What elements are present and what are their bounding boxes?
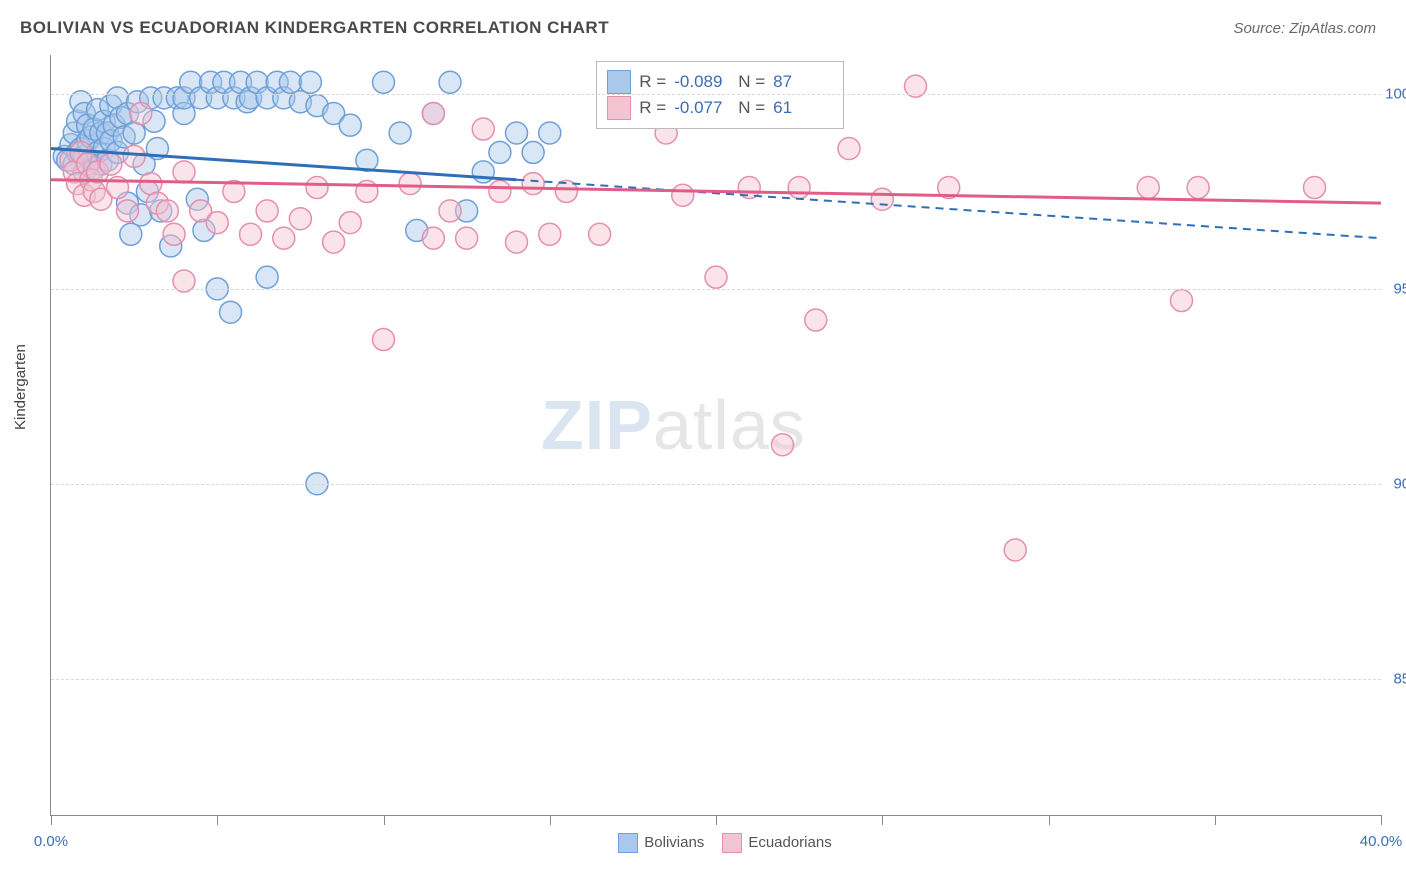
data-point [1187,177,1209,199]
data-point [472,161,494,183]
data-point [838,138,860,160]
x-tick [384,815,385,825]
legend-r-label: R = [639,98,666,118]
data-point [788,177,810,199]
legend-swatch [618,833,638,853]
data-point [220,301,242,323]
legend-n-value: 87 [773,72,829,92]
data-point [339,114,361,136]
x-tick-label: 40.0% [1360,833,1403,850]
data-point [1004,539,1026,561]
data-point [522,141,544,163]
data-point [672,184,694,206]
data-point [339,212,361,234]
data-point [256,266,278,288]
x-tick [550,815,551,825]
y-axis-label: Kindergarten [12,344,29,430]
gridline [51,484,1381,485]
data-point [299,71,321,93]
series-legend: Bolivians Ecuadorians [51,833,1381,853]
data-point [256,200,278,222]
legend-n-label: N = [738,72,765,92]
data-point [373,329,395,351]
data-point [439,71,461,93]
y-tick-label: 100.0% [1385,85,1406,102]
data-point [116,200,138,222]
legend-n-value: 61 [773,98,829,118]
legend-r-value: -0.077 [674,98,730,118]
data-point [140,173,162,195]
data-point [439,200,461,222]
y-tick-label: 95.0% [1393,280,1406,297]
correlation-legend: R = -0.089 N = 87 R = -0.077 N = 61 [596,61,844,129]
data-point [772,434,794,456]
data-point [489,180,511,202]
gridline [51,679,1381,680]
x-tick-label: 0.0% [34,833,68,850]
legend-swatch [607,70,631,94]
data-point [399,173,421,195]
legend-row: R = -0.089 N = 87 [607,70,829,94]
legend-r-label: R = [639,72,666,92]
data-point [489,141,511,163]
data-point [289,208,311,230]
legend-row: R = -0.077 N = 61 [607,96,829,120]
data-point [240,223,262,245]
data-point [100,153,122,175]
data-point [1137,177,1159,199]
data-point [589,223,611,245]
data-point [705,266,727,288]
data-point [422,227,444,249]
data-point [456,227,478,249]
data-point [506,122,528,144]
x-tick [51,815,52,825]
data-point [389,122,411,144]
data-point [279,71,301,93]
legend-n-label: N = [738,98,765,118]
data-point [156,200,178,222]
data-point [1171,290,1193,312]
data-point [130,102,152,124]
data-point [422,102,444,124]
data-point [163,223,185,245]
data-point [123,122,145,144]
x-tick [1381,815,1382,825]
source-label: Source: ZipAtlas.com [1233,20,1376,37]
data-point [472,118,494,140]
data-point [805,309,827,331]
data-point [871,188,893,210]
chart-svg [51,55,1381,815]
data-point [306,177,328,199]
x-tick [217,815,218,825]
x-tick [882,815,883,825]
data-point [173,161,195,183]
data-point [273,227,295,249]
legend-series-label: Ecuadorians [748,834,831,851]
gridline [51,289,1381,290]
data-point [323,231,345,253]
trend-line [51,180,1381,203]
x-tick [716,815,717,825]
chart-title: BOLIVIAN VS ECUADORIAN KINDERGARTEN CORR… [20,18,609,38]
gridline [51,94,1381,95]
x-tick [1049,815,1050,825]
y-tick-label: 85.0% [1393,670,1406,687]
plot-area: ZIPatlas R =-0.089N =87R =-0.077N =61 Bo… [50,55,1381,816]
legend-swatch [722,833,742,853]
data-point [123,145,145,167]
data-point [373,71,395,93]
legend-swatch [607,96,631,120]
data-point [206,212,228,234]
data-point [506,231,528,253]
x-tick [1215,815,1216,825]
data-point [120,223,142,245]
data-point [522,173,544,195]
data-point [539,122,561,144]
y-tick-label: 90.0% [1393,475,1406,492]
legend-series-label: Bolivians [644,834,704,851]
data-point [1304,177,1326,199]
legend-r-value: -0.089 [674,72,730,92]
data-point [539,223,561,245]
